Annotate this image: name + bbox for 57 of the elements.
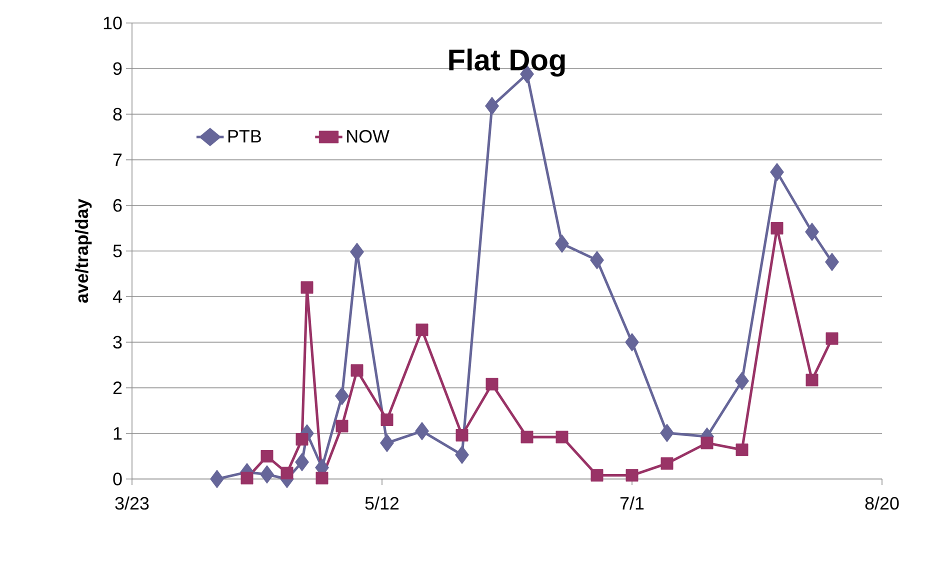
point	[590, 250, 604, 270]
point	[735, 372, 750, 390]
point	[210, 470, 224, 488]
point	[825, 252, 840, 272]
point	[295, 452, 310, 472]
point	[296, 433, 308, 446]
point	[625, 332, 640, 352]
y-tick-label: 2	[113, 382, 122, 394]
point	[700, 436, 714, 450]
x-tick-label: 7/1	[620, 496, 644, 510]
x-tick-label: 8/20	[865, 496, 899, 510]
point	[590, 469, 604, 482]
y-tick-label: 5	[113, 244, 122, 258]
legend-label: PTB	[228, 130, 261, 142]
y-tick-label: 0	[113, 472, 122, 486]
y-tick-label: 7	[113, 154, 122, 166]
point	[770, 222, 784, 234]
y-tick-label: 8	[113, 108, 122, 121]
y-axis-title: ave/trap/day	[74, 198, 92, 303]
y-tick-label: 4	[112, 290, 122, 303]
point	[240, 472, 254, 484]
point	[626, 469, 638, 482]
point	[736, 444, 748, 456]
point	[280, 466, 294, 480]
text: Flat Dog	[449, 48, 565, 77]
y-tick-label: 6	[113, 199, 122, 212]
point	[556, 430, 568, 444]
point	[335, 386, 350, 406]
x-tick-label: 5/12	[365, 496, 399, 510]
point	[660, 457, 674, 470]
point	[826, 332, 838, 345]
point	[485, 96, 500, 116]
point	[300, 281, 314, 294]
point	[416, 324, 428, 336]
point	[805, 222, 820, 242]
y-tick-label: 3	[113, 336, 122, 349]
point	[486, 378, 498, 390]
point	[260, 465, 274, 484]
point	[260, 450, 274, 462]
point	[555, 234, 570, 253]
point	[380, 413, 394, 426]
y-tick-label: 10	[104, 16, 122, 30]
point	[380, 434, 394, 452]
point	[660, 424, 674, 442]
point	[415, 422, 430, 440]
legend-label: NOW	[347, 130, 390, 143]
point	[455, 446, 470, 464]
point	[806, 374, 818, 386]
point	[350, 364, 364, 377]
point	[770, 162, 784, 182]
y-tick-label: 1	[114, 427, 122, 440]
point	[520, 430, 534, 444]
y-tick-label: 9	[113, 62, 122, 75]
x-tick-label: 3/23	[115, 496, 149, 510]
point	[316, 472, 328, 484]
point	[456, 428, 468, 442]
point	[336, 420, 348, 432]
